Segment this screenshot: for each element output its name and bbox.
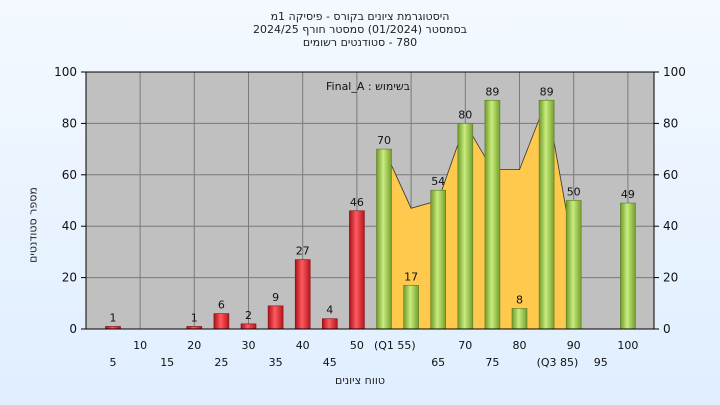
x-tick-upper: 70 <box>458 339 472 352</box>
x-tick-upper: (Q1 55) <box>374 339 416 352</box>
y-tick-left: 40 <box>62 219 77 233</box>
x-tick-lower: 25 <box>214 356 228 369</box>
bar-label-40: 27 <box>296 245 310 258</box>
title-semester: בסמסטר (01/2024) סמסטר חורף 2024/25 <box>253 23 467 36</box>
bar-label-80: 8 <box>516 293 523 306</box>
bar-85 <box>538 99 555 330</box>
x-tick-upper: 90 <box>567 339 581 352</box>
x-tick-upper: 20 <box>187 339 201 352</box>
y-tick-right: 80 <box>663 116 678 130</box>
y-tick-left: 80 <box>62 116 77 130</box>
x-tick-upper: 80 <box>513 339 527 352</box>
bar-50 <box>349 210 365 330</box>
x-tick-lower: 95 <box>594 356 608 369</box>
bar-label-85: 89 <box>540 85 554 98</box>
bar-25 <box>213 313 230 330</box>
y-tick-right: 20 <box>663 271 678 285</box>
bar-label-20: 1 <box>191 311 198 324</box>
x-axis-title: טווח ציונים <box>335 374 385 387</box>
x-tick-lower: 15 <box>160 356 174 369</box>
bar-80 <box>511 308 528 330</box>
bar-75 <box>484 99 501 330</box>
chart-titles: היסטוגרמת ציונים בקורס - פיסיקה 1מ בסמסט… <box>0 10 720 49</box>
bar-label-90: 50 <box>567 186 581 199</box>
x-tick-upper: 30 <box>242 339 256 352</box>
x-tick-lower: 5 <box>110 356 117 369</box>
y-tick-left: 100 <box>54 65 77 79</box>
y-tick-left: 20 <box>62 271 77 285</box>
bar-label-70: 80 <box>458 108 472 121</box>
bar-label-65: 54 <box>431 175 445 188</box>
y-axis-title: מספר סטודנטים <box>26 187 40 263</box>
bar-label-60: 17 <box>404 270 418 283</box>
bar-label-75: 89 <box>485 85 499 98</box>
bar-90 <box>565 200 582 330</box>
title-course: היסטוגרמת ציונים בקורס - פיסיקה 1מ <box>270 10 450 23</box>
y-tick-right: 0 <box>663 322 671 336</box>
bar-60 <box>403 285 419 330</box>
y-tick-right: 60 <box>663 168 678 182</box>
x-tick-lower: 45 <box>323 356 337 369</box>
bar-label-100: 49 <box>621 188 635 201</box>
bar-label-55: 70 <box>377 134 391 147</box>
x-tick-upper: 40 <box>296 339 310 352</box>
chart-annotation: בשימוש : Final_A <box>326 80 410 93</box>
plot-frame <box>85 71 655 330</box>
bar-70 <box>457 123 474 330</box>
bar-40 <box>294 259 311 330</box>
x-tick-upper: 50 <box>350 339 364 352</box>
bar-35 <box>267 305 284 330</box>
x-tick-lower: 75 <box>485 356 499 369</box>
bar-65 <box>430 189 447 330</box>
x-tick-upper: 100 <box>617 339 638 352</box>
x-tick-upper: 10 <box>133 339 147 352</box>
bar-55 <box>376 148 392 330</box>
x-tick-lower: (Q3 85) <box>537 356 579 369</box>
x-tick-lower: 35 <box>269 356 283 369</box>
y-tick-left: 60 <box>62 168 77 182</box>
x-tick-lower: 65 <box>431 356 445 369</box>
bar-label-35: 9 <box>272 291 279 304</box>
bar-label-30: 2 <box>245 309 252 322</box>
y-tick-right: 100 <box>663 65 686 79</box>
y-tick-left: 0 <box>69 322 77 336</box>
bar-label-25: 6 <box>218 299 225 312</box>
y-tick-right: 40 <box>663 219 678 233</box>
bar-label-5: 1 <box>110 311 117 324</box>
bar-label-45: 4 <box>326 304 333 317</box>
title-enrolled: 780 - סטודנטים רשומים <box>302 36 418 49</box>
bar-100 <box>620 202 636 330</box>
bar-45 <box>321 318 338 330</box>
bar-30 <box>240 323 257 330</box>
bar-label-50: 46 <box>350 196 364 209</box>
